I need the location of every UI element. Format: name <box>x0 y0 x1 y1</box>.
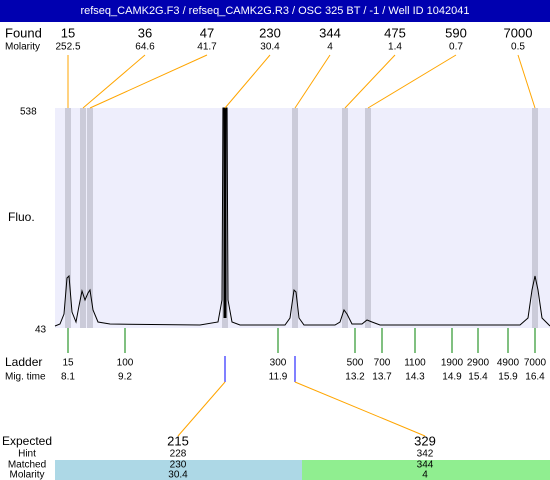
peak-connector <box>367 54 457 109</box>
title-bar <box>0 0 550 22</box>
ladder-mig-time: 9.2 <box>118 372 132 383</box>
peak-band <box>80 108 86 328</box>
expected-label: Expected <box>2 434 52 448</box>
ladder-mig-time: 11.9 <box>269 372 288 383</box>
peak-band <box>87 108 93 328</box>
ladder-size: 500 <box>347 358 364 369</box>
found-size: 7000 <box>504 25 533 40</box>
found-size: 344 <box>319 25 341 40</box>
ladder-size: 700 <box>374 358 391 369</box>
ladder-mig-time: 8.1 <box>61 372 75 383</box>
expected-matched: 230 <box>170 460 187 471</box>
peak-connector <box>344 54 396 109</box>
expected-molarity: 4 <box>422 470 428 480</box>
found-molarity: 64.6 <box>135 42 155 53</box>
ladder-mig-time: 15.9 <box>498 372 518 383</box>
molarity-row-label: Molarity <box>9 470 44 480</box>
hint-label: Hint <box>18 449 36 460</box>
matched-label: Matched <box>8 460 46 471</box>
ladder-mig-time: 13.7 <box>372 372 392 383</box>
peak-band <box>65 108 71 328</box>
plot-area <box>55 108 550 328</box>
expected-band <box>55 460 302 480</box>
ladder-size: 1900 <box>441 358 464 369</box>
expected-hint: 228 <box>170 449 187 460</box>
ladder-size: 7000 <box>524 358 547 369</box>
mig-time-label: Mig. time <box>5 372 46 383</box>
peak-band <box>342 108 348 328</box>
y-max-label: 538 <box>20 107 37 118</box>
peak-band <box>292 108 298 328</box>
expected-connector <box>294 381 426 437</box>
peak-connector <box>89 54 208 109</box>
peak-connector <box>517 54 536 109</box>
ladder-mig-time: 14.3 <box>405 372 425 383</box>
found-molarity: 1.4 <box>388 42 402 53</box>
expected-size: 215 <box>167 433 189 448</box>
peak-band <box>532 108 538 328</box>
found-molarity: 4 <box>327 42 333 53</box>
ladder-mig-time: 13.2 <box>345 372 365 383</box>
ladder-mig-time: 14.9 <box>442 372 462 383</box>
found-molarity: 0.5 <box>511 42 525 53</box>
ladder-size: 1100 <box>404 358 426 369</box>
found-size: 47 <box>200 25 214 40</box>
peak-connector <box>294 54 331 109</box>
found-size: 36 <box>138 25 152 40</box>
y-min-label: 43 <box>35 325 47 336</box>
expected-size: 329 <box>414 433 436 448</box>
found-size: 230 <box>259 25 281 40</box>
found-molarity: 30.4 <box>260 42 280 53</box>
y-axis-title: Fluo. <box>8 210 35 224</box>
peak-connector <box>82 54 146 109</box>
ladder-size: 2900 <box>467 358 490 369</box>
ladder-size: 15 <box>62 358 74 369</box>
found-molarity: 252.5 <box>55 42 80 53</box>
found-label: Found <box>5 25 42 40</box>
peak-connector <box>224 54 271 109</box>
ladder-size: 4900 <box>497 358 520 369</box>
expected-matched: 344 <box>417 460 434 471</box>
trace <box>54 107 550 327</box>
ladder-mig-time: 15.4 <box>468 372 488 383</box>
expected-hint: 342 <box>417 449 434 460</box>
title: refseq_CAMK2G.F3 / refseq_CAMK2G.R3 / OS… <box>80 5 469 17</box>
ladder-mig-time: 16.4 <box>525 372 545 383</box>
found-size: 590 <box>445 25 467 40</box>
molarity-label: Molarity <box>5 42 40 53</box>
found-molarity: 41.7 <box>197 42 217 53</box>
peak-band <box>365 108 371 328</box>
ladder-label: Ladder <box>5 355 42 369</box>
expected-molarity: 30.4 <box>168 470 188 480</box>
ladder-size: 100 <box>117 358 134 369</box>
found-size: 15 <box>61 25 75 40</box>
expected-band <box>302 460 550 480</box>
expected-connector <box>177 381 226 437</box>
found-molarity: 0.7 <box>449 42 463 53</box>
found-size: 475 <box>384 25 406 40</box>
ladder-size: 300 <box>270 358 287 369</box>
